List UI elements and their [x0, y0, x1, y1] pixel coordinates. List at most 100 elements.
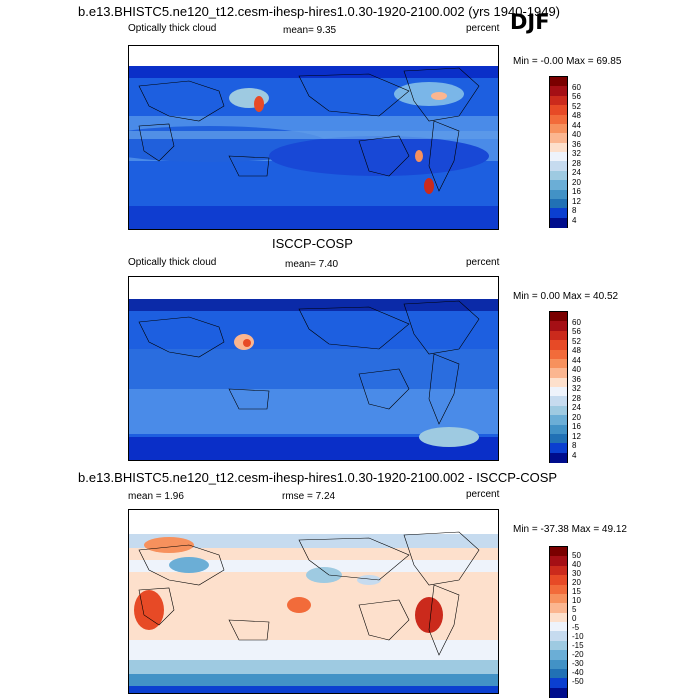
panel1-colorbar-swatch — [550, 152, 567, 162]
panel2-colorbar-swatch — [550, 452, 567, 463]
panel3-colorbar-swatch — [550, 622, 567, 632]
panel1-colorbar-swatch — [550, 86, 567, 97]
panel1-colorbar-label: 52 — [572, 102, 581, 111]
panel2-colorbar-swatch — [550, 321, 567, 332]
season-label: DJF — [510, 10, 550, 34]
panel3-colorbar-label: -40 — [572, 668, 584, 677]
panel1-units-label: percent — [466, 23, 500, 34]
panel2-colorbar-swatch — [550, 358, 567, 369]
panel2-colorbar-swatch — [550, 405, 567, 416]
panel3-minmax: Min = -37.38 Max = 49.12 — [513, 524, 627, 535]
panel3-colorbar-swatch — [550, 575, 567, 585]
panel2-colorbar-swatch — [550, 330, 567, 341]
panel1-colorbar-swatch — [550, 170, 567, 181]
panel1-map-field — [129, 46, 498, 229]
panel3-rmse-label: rmse = 7.24 — [282, 491, 336, 502]
panel1-colorbar-label: 16 — [572, 187, 581, 196]
panel2-colorbar-label: 44 — [572, 356, 581, 365]
panel3-title: b.e13.BHISTC5.ne120_t12.cesm-ihesp-hires… — [78, 470, 558, 485]
panel2-mean-label: mean= 7.40 — [285, 259, 339, 270]
panel2-colorbar-label: 16 — [572, 422, 581, 431]
panel2-colorbar-label: 32 — [572, 384, 581, 393]
panel2-colorbar-swatch — [550, 443, 567, 454]
panel2-colorbar-label: 56 — [572, 327, 581, 336]
panel2-colorbar-label: 60 — [572, 318, 581, 327]
panel3-colorbar-label: 0 — [572, 614, 577, 623]
panel3-mean-label: mean = 1.96 — [128, 491, 184, 502]
panel2-colorbar-label: 20 — [572, 413, 581, 422]
panel3-colorbar-swatch — [550, 640, 567, 651]
panel2-colorbar-label: 48 — [572, 346, 581, 355]
panel3-colorbar-label: -30 — [572, 659, 584, 668]
panel1-colorbar-label: 32 — [572, 149, 581, 158]
panel1-colorbar-label: 36 — [572, 140, 581, 149]
panel3-colorbar-swatch — [550, 603, 567, 614]
panel2-title: ISCCP-COSP — [272, 236, 353, 251]
panel3-colorbar-label: 10 — [572, 596, 581, 605]
panel3-colorbar-swatch — [550, 668, 567, 679]
panel1-title: b.e13.BHISTC5.ne120_t12.cesm-ihesp-hires… — [78, 4, 561, 19]
panel1-colorbar-label: 56 — [572, 92, 581, 101]
panel1-colorbar-swatch — [550, 189, 567, 200]
panel1-colorbar-label: 12 — [572, 197, 581, 206]
panel2-colorbar-label: 24 — [572, 403, 581, 412]
panel1-colorbar-swatch — [550, 77, 567, 87]
panel2-colorbar-swatch — [550, 396, 567, 407]
panel3-colorbar-swatch — [550, 593, 567, 604]
panel1-colorbar-swatch — [550, 133, 567, 144]
panel2-colorbar-label: 52 — [572, 337, 581, 346]
panel2-map — [128, 276, 499, 461]
panel2-minmax: Min = 0.00 Max = 40.52 — [513, 291, 619, 302]
panel1-map — [128, 45, 499, 230]
panel1-colorbar-label: 24 — [572, 168, 581, 177]
panel3-colorbar-label: 40 — [572, 560, 581, 569]
panel2-colorbar-label: 28 — [572, 394, 581, 403]
panel3-colorbar-label: 15 — [572, 587, 581, 596]
panel3-colorbar-label: 50 — [572, 551, 581, 560]
panel3-colorbar-swatch — [550, 687, 567, 698]
panel1-colorbar-box — [549, 76, 568, 228]
panel2-colorbar-swatch — [550, 433, 567, 444]
panel1-colorbar-label: 60 — [572, 83, 581, 92]
panel3-colorbar-label: 20 — [572, 578, 581, 587]
panel2-colorbar-swatch — [550, 312, 567, 322]
panel2-colorbar-swatch — [550, 340, 567, 350]
panel1-colorbar-label: 44 — [572, 121, 581, 130]
panel3-colorbar-swatch — [550, 556, 567, 567]
panel2-colorbar-swatch — [550, 368, 567, 379]
panel3-colorbar-label: -5 — [572, 623, 580, 632]
panel1-mean-label: mean= 9.35 — [283, 25, 337, 36]
panel3-colorbar-swatch — [550, 565, 567, 576]
panel3-colorbar-box — [549, 546, 568, 698]
panel3-colorbar-swatch — [550, 631, 567, 642]
panel1-colorbar-label: 48 — [572, 111, 581, 120]
panel2-map-field — [129, 277, 498, 460]
panel3-colorbar-swatch — [550, 584, 567, 595]
panel3-colorbar-swatch — [550, 547, 567, 557]
panel1-colorbar: 60 56 52 48 44 40 36 32 28 24 20 16 12 8… — [549, 76, 609, 228]
panel3-units-label: percent — [466, 489, 500, 500]
panel2-units-label: percent — [466, 257, 500, 268]
panel1-variable-label: Optically thick cloud — [128, 23, 217, 34]
panel3-colorbar-swatch — [550, 650, 567, 660]
panel1-colorbar-label: 28 — [572, 159, 581, 168]
panel3-colorbar-swatch — [550, 612, 567, 623]
panel1-colorbar-label: 8 — [572, 206, 577, 215]
panel1-colorbar-swatch — [550, 198, 567, 209]
panel1-colorbar-swatch — [550, 95, 567, 106]
panel1-colorbar-swatch — [550, 217, 567, 228]
panel3-colorbar-label: -50 — [572, 677, 584, 686]
panel3-colorbar-label: -10 — [572, 632, 584, 641]
panel3-colorbar-label: 5 — [572, 605, 577, 614]
panel1-colorbar-label: 4 — [572, 216, 577, 225]
panel2-variable-label: Optically thick cloud — [128, 257, 217, 268]
panel3-colorbar-label: -20 — [572, 650, 584, 659]
panel2-colorbar-label: 12 — [572, 432, 581, 441]
panel1-colorbar-label: 40 — [572, 130, 581, 139]
panel2-colorbar-label: 36 — [572, 375, 581, 384]
panel1-colorbar-swatch — [550, 208, 567, 219]
panel2-colorbar-label: 4 — [572, 451, 577, 460]
panel1-colorbar-swatch — [550, 161, 567, 172]
panel3-colorbar-label: 30 — [572, 569, 581, 578]
panel1-colorbar-swatch — [550, 142, 567, 153]
